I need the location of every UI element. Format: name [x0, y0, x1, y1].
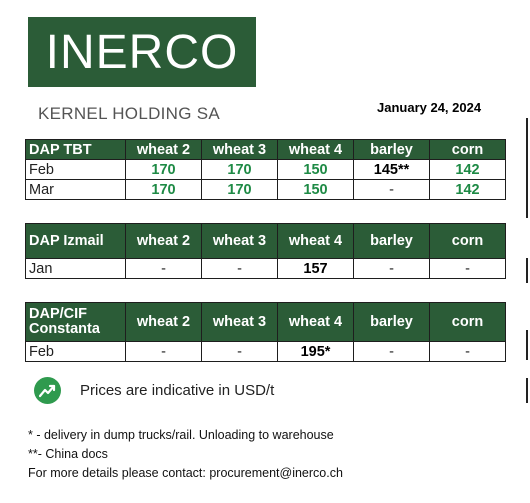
price-cell: 195* [277, 341, 354, 362]
column-header: barley [353, 223, 430, 259]
edge-mark [526, 258, 528, 283]
column-header: wheat 3 [201, 139, 278, 160]
table-header-row: DAP/CIF Constanta wheat 2 wheat 3 wheat … [25, 302, 506, 342]
footnote-delivery: * - delivery in dump trucks/rail. Unload… [28, 428, 334, 442]
column-header: corn [429, 139, 506, 160]
edge-mark [526, 330, 528, 360]
table-row: Mar 170 170 150 - 142 [25, 179, 506, 200]
price-table-dap-cif-constanta: DAP/CIF Constanta wheat 2 wheat 3 wheat … [25, 302, 506, 362]
chart-growth-icon [34, 377, 61, 404]
column-header: wheat 4 [277, 302, 354, 342]
price-cell: 145** [353, 159, 430, 180]
price-table-dap-izmail: DAP Izmail wheat 2 wheat 3 wheat 4 barle… [25, 223, 506, 279]
column-header: wheat 4 [277, 139, 354, 160]
price-cell: 150 [277, 179, 354, 200]
column-header: barley [353, 139, 430, 160]
table-header-row: DAP TBT wheat 2 wheat 3 wheat 4 barley c… [25, 139, 506, 160]
table-title: DAP TBT [25, 139, 126, 160]
price-cell: 170 [201, 179, 278, 200]
price-cell: - [125, 258, 202, 279]
price-cell: 142 [429, 159, 506, 180]
price-table-dap-tbt: DAP TBT wheat 2 wheat 3 wheat 4 barley c… [25, 139, 506, 200]
price-cell: 142 [429, 179, 506, 200]
note-text: Prices are indicative in USD/t [80, 382, 275, 399]
edge-mark [526, 378, 528, 403]
price-cell: - [125, 341, 202, 362]
logo-text: INERCO [45, 25, 239, 79]
month-cell: Feb [25, 341, 126, 362]
edge-mark [526, 118, 528, 218]
table-header-row: DAP Izmail wheat 2 wheat 3 wheat 4 barle… [25, 223, 506, 259]
column-header: wheat 2 [125, 302, 202, 342]
column-header: wheat 3 [201, 223, 278, 259]
price-cell: 157 [277, 258, 354, 279]
table-row: Feb 170 170 150 145** 142 [25, 159, 506, 180]
price-cell: 150 [277, 159, 354, 180]
table-row: Jan - - 157 - - [25, 258, 506, 279]
price-cell: - [429, 341, 506, 362]
price-cell: - [353, 258, 430, 279]
column-header: corn [429, 302, 506, 342]
footnote-china: **- China docs [28, 447, 108, 461]
column-header: wheat 3 [201, 302, 278, 342]
company-name: KERNEL HOLDING SA [38, 104, 221, 123]
price-cell: - [353, 179, 430, 200]
table-title: DAP Izmail [25, 223, 126, 259]
inerco-logo: INERCO [28, 17, 256, 87]
price-cell: - [429, 258, 506, 279]
month-cell: Mar [25, 179, 126, 200]
price-cell: - [201, 341, 278, 362]
column-header: wheat 2 [125, 223, 202, 259]
price-cell: 170 [201, 159, 278, 180]
footnote-contact: For more details please contact: procure… [28, 466, 343, 480]
column-header: barley [353, 302, 430, 342]
column-header: wheat 2 [125, 139, 202, 160]
price-cell: 170 [125, 159, 202, 180]
month-cell: Jan [25, 258, 126, 279]
price-cell: - [353, 341, 430, 362]
table-title-line1: DAP/CIF [29, 306, 87, 322]
table-row: Feb - - 195* - - [25, 341, 506, 362]
table-title: DAP/CIF Constanta [25, 302, 126, 342]
price-date: January 24, 2024 [377, 100, 482, 115]
price-cell: 170 [125, 179, 202, 200]
month-cell: Feb [25, 159, 126, 180]
price-note: Prices are indicative in USD/t [34, 377, 274, 404]
column-header: wheat 4 [277, 223, 354, 259]
column-header: corn [429, 223, 506, 259]
price-cell: - [201, 258, 278, 279]
table-title-line2: Constanta [29, 321, 100, 337]
